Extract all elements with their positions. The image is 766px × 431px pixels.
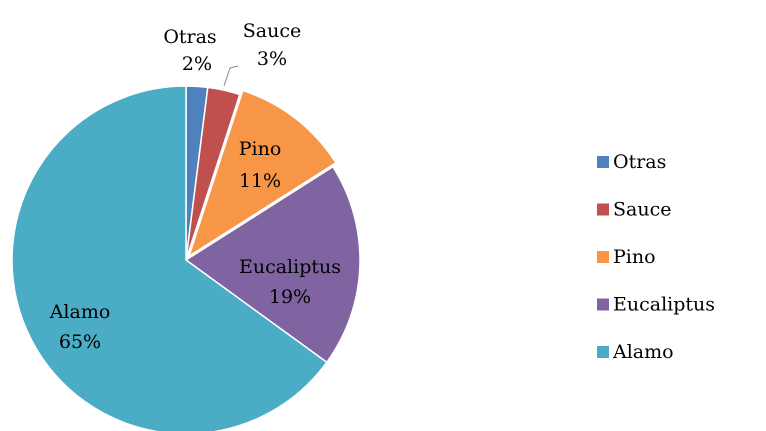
slice-name-label: Eucaliptus bbox=[239, 256, 341, 278]
pie-slice bbox=[184, 165, 361, 364]
pie-slice bbox=[187, 89, 338, 258]
slice-value-label: 2% bbox=[182, 53, 212, 75]
legend-swatch bbox=[597, 251, 609, 263]
slice-value-label: 3% bbox=[257, 48, 287, 70]
legend-label: Sauce bbox=[613, 199, 671, 221]
slice-value-label: 19% bbox=[269, 286, 311, 308]
legend-swatch bbox=[597, 156, 609, 168]
legend-swatch bbox=[597, 346, 609, 358]
leader-line bbox=[223, 65, 239, 87]
legend-label: Eucaliptus bbox=[613, 294, 715, 316]
legend-label: Alamo bbox=[612, 341, 674, 363]
slice-value-label: 65% bbox=[59, 331, 101, 353]
legend-swatch bbox=[597, 298, 609, 311]
slice-name-label: Alamo bbox=[49, 301, 111, 323]
pie-slice bbox=[11, 85, 328, 431]
slice-value-label: 11% bbox=[239, 170, 281, 192]
legend-swatch bbox=[597, 203, 609, 216]
legend-label: Pino bbox=[613, 246, 656, 268]
legend-label: Otras bbox=[613, 151, 666, 173]
slice-name-label: Otras bbox=[163, 26, 216, 48]
slice-name-label: Pino bbox=[239, 138, 282, 160]
pie-slice bbox=[185, 86, 241, 261]
slice-name-label: Sauce bbox=[243, 20, 301, 42]
